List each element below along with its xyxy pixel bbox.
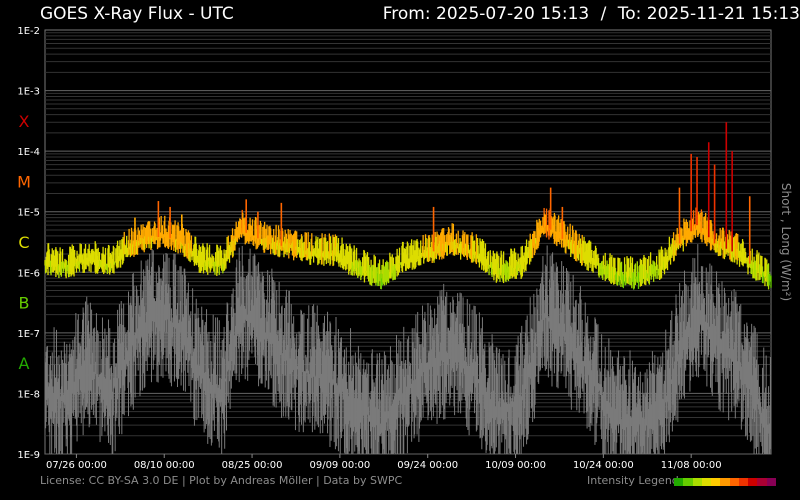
- y-tick-label: 1E-6: [17, 268, 40, 279]
- legend-swatch: [757, 478, 767, 486]
- to-label: To:: [617, 4, 642, 24]
- footer-license: License: CC BY-SA 3.0 DE | Plot by Andre…: [40, 474, 403, 487]
- y-tick-label: 1E-9: [17, 450, 40, 461]
- y-axis-label: Short , Long (W/m²): [779, 183, 793, 301]
- flare-class-m: M: [17, 172, 31, 191]
- range-separator: /: [600, 4, 607, 24]
- y-tick-label: 1E-4: [17, 147, 40, 158]
- to-value: 2025-11-21 15:13: [646, 4, 800, 24]
- flare-class-b: B: [19, 294, 30, 313]
- legend-swatch: [674, 478, 684, 486]
- intensity-legend-bar: [674, 478, 776, 486]
- short-series: [44, 244, 772, 454]
- legend-swatch: [748, 478, 758, 486]
- legend-swatch: [711, 478, 721, 486]
- from-value: 2025-07-20 15:13: [436, 4, 590, 24]
- intensity-legend-label: Intensity Legend: [587, 474, 679, 487]
- x-tick-label: 09/24 00:00: [397, 460, 458, 471]
- legend-swatch: [720, 478, 730, 486]
- flare-class-x: X: [19, 112, 30, 131]
- y-axis-ticks: 1E-9 1E-8 1E-7 1E-6 1E-5 1E-4 1E-3 1E-2: [17, 26, 40, 461]
- chart-title: GOES X-Ray Flux - UTC: [40, 4, 234, 24]
- x-tick-label: 07/26 00:00: [46, 460, 107, 471]
- x-tick-label: 11/08 00:00: [661, 460, 722, 471]
- x-tick-label: 08/10 00:00: [134, 460, 195, 471]
- y-tick-label: 1E-8: [17, 389, 40, 400]
- y-tick-label: 1E-5: [17, 208, 40, 219]
- legend-swatch: [683, 478, 693, 486]
- x-tick-label: 08/25 00:00: [222, 460, 283, 471]
- time-range: From: 2025-07-20 15:13 / To: 2025-11-21 …: [383, 4, 800, 24]
- x-tick-label: 09/09 00:00: [309, 460, 370, 471]
- legend-swatch: [738, 478, 749, 486]
- flare-class-a: A: [19, 354, 30, 373]
- legend-swatch: [729, 478, 739, 486]
- x-tick-label: 10/09 00:00: [485, 460, 546, 471]
- flare-class-labels: X M C B A: [17, 112, 31, 373]
- x-tick-label: 10/24 00:00: [573, 460, 634, 471]
- from-label: From:: [382, 4, 431, 24]
- legend-swatch: [766, 478, 776, 486]
- flare-class-c: C: [18, 233, 29, 252]
- x-axis-ticks: 07/26 00:00 08/10 00:00 08/25 00:00 09/09 0…: [46, 454, 722, 471]
- y-tick-label: 1E-2: [17, 26, 40, 37]
- long-series: [44, 122, 772, 290]
- y-tick-label: 1E-7: [17, 329, 40, 340]
- legend-swatch: [701, 478, 712, 486]
- legend-swatch: [692, 478, 702, 486]
- y-tick-label: 1E-3: [17, 87, 40, 98]
